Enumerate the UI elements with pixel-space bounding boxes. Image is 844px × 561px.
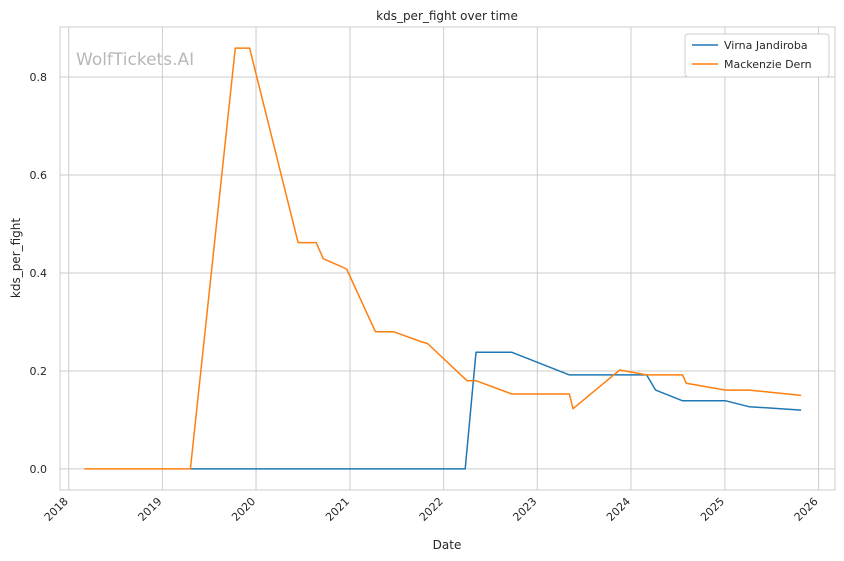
legend-box	[684, 33, 830, 78]
y-tick-label: 0.6	[30, 169, 48, 182]
legend-label-mackenzie-dern: Mackenzie Dern	[724, 58, 812, 71]
series-line-mackenzie-dern	[84, 47, 802, 470]
x-tick-label: 2025	[698, 495, 727, 524]
y-ticks: 0.0 0.2 0.4 0.6 0.8	[30, 71, 48, 476]
x-tick-label: 2020	[229, 495, 258, 524]
y-tick-label: 0.4	[30, 267, 48, 280]
plot-area	[59, 26, 836, 491]
x-tick-label: 2026	[792, 495, 821, 524]
x-ticks: 2018 2019 2020 2021 2022 2023 2024 2025 2026	[42, 495, 821, 524]
x-tick-label: 2024	[604, 495, 633, 524]
y-tick-label: 0.2	[30, 365, 48, 378]
legend: Virna Jandiroba Mackenzie Dern	[684, 33, 830, 78]
x-tick-label: 2021	[323, 495, 352, 524]
y-tick-label: 0.0	[30, 463, 48, 476]
x-tick-label: 2018	[42, 495, 71, 524]
legend-label-virna-jandiroba: Virna Jandiroba	[724, 39, 808, 52]
series-layer	[84, 47, 802, 470]
x-tick-label: 2023	[510, 495, 539, 524]
chart-title: kds_per_fight over time	[376, 9, 518, 23]
y-tick-label: 0.8	[30, 71, 48, 84]
y-axis-title: kds_per_fight	[9, 218, 23, 299]
x-tick-label: 2019	[136, 495, 165, 524]
watermark: WolfTickets.AI	[76, 50, 194, 70]
x-tick-label: 2022	[417, 495, 446, 524]
x-axis-title: Date	[433, 538, 462, 552]
